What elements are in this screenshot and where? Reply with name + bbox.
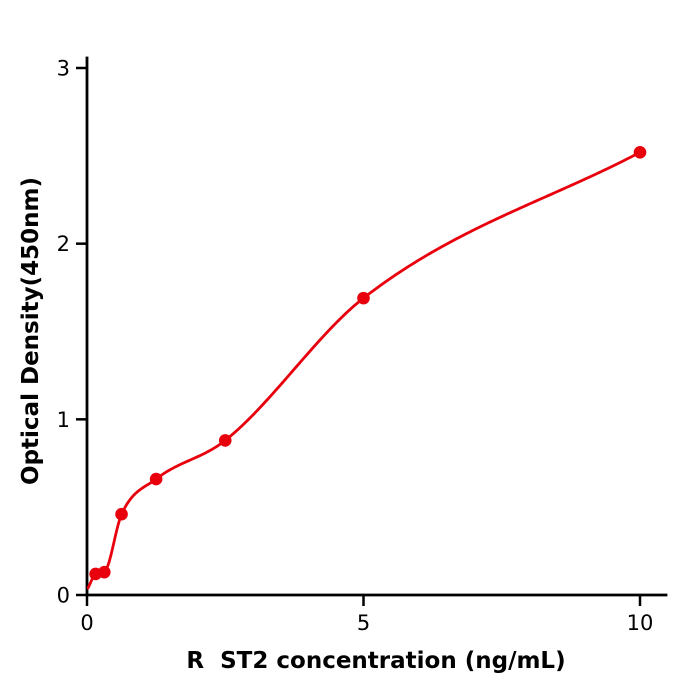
data-point xyxy=(115,507,128,521)
y-tick-label: 3 xyxy=(57,57,70,81)
x-tick-label: 0 xyxy=(80,611,93,635)
data-series xyxy=(86,146,647,590)
axes: 0 5 10 0 1 2 3 xyxy=(57,56,668,635)
x-axis-label: R ST2 concentration (ng/mL) xyxy=(186,648,565,674)
y-tick-label: 0 xyxy=(57,584,70,608)
data-point xyxy=(98,565,111,579)
data-point xyxy=(149,472,163,486)
y-tick-label: 1 xyxy=(57,408,70,432)
y-tick-label: 2 xyxy=(57,232,70,256)
data-point xyxy=(218,434,232,447)
data-point xyxy=(357,291,370,305)
x-tick-label: 10 xyxy=(627,611,654,635)
x-tick-label: 5 xyxy=(357,611,370,635)
axis-spines xyxy=(85,56,668,597)
data-point xyxy=(633,146,647,159)
fit-curve xyxy=(86,150,642,590)
y-axis-label: Optical Density(450nm) xyxy=(18,177,44,485)
